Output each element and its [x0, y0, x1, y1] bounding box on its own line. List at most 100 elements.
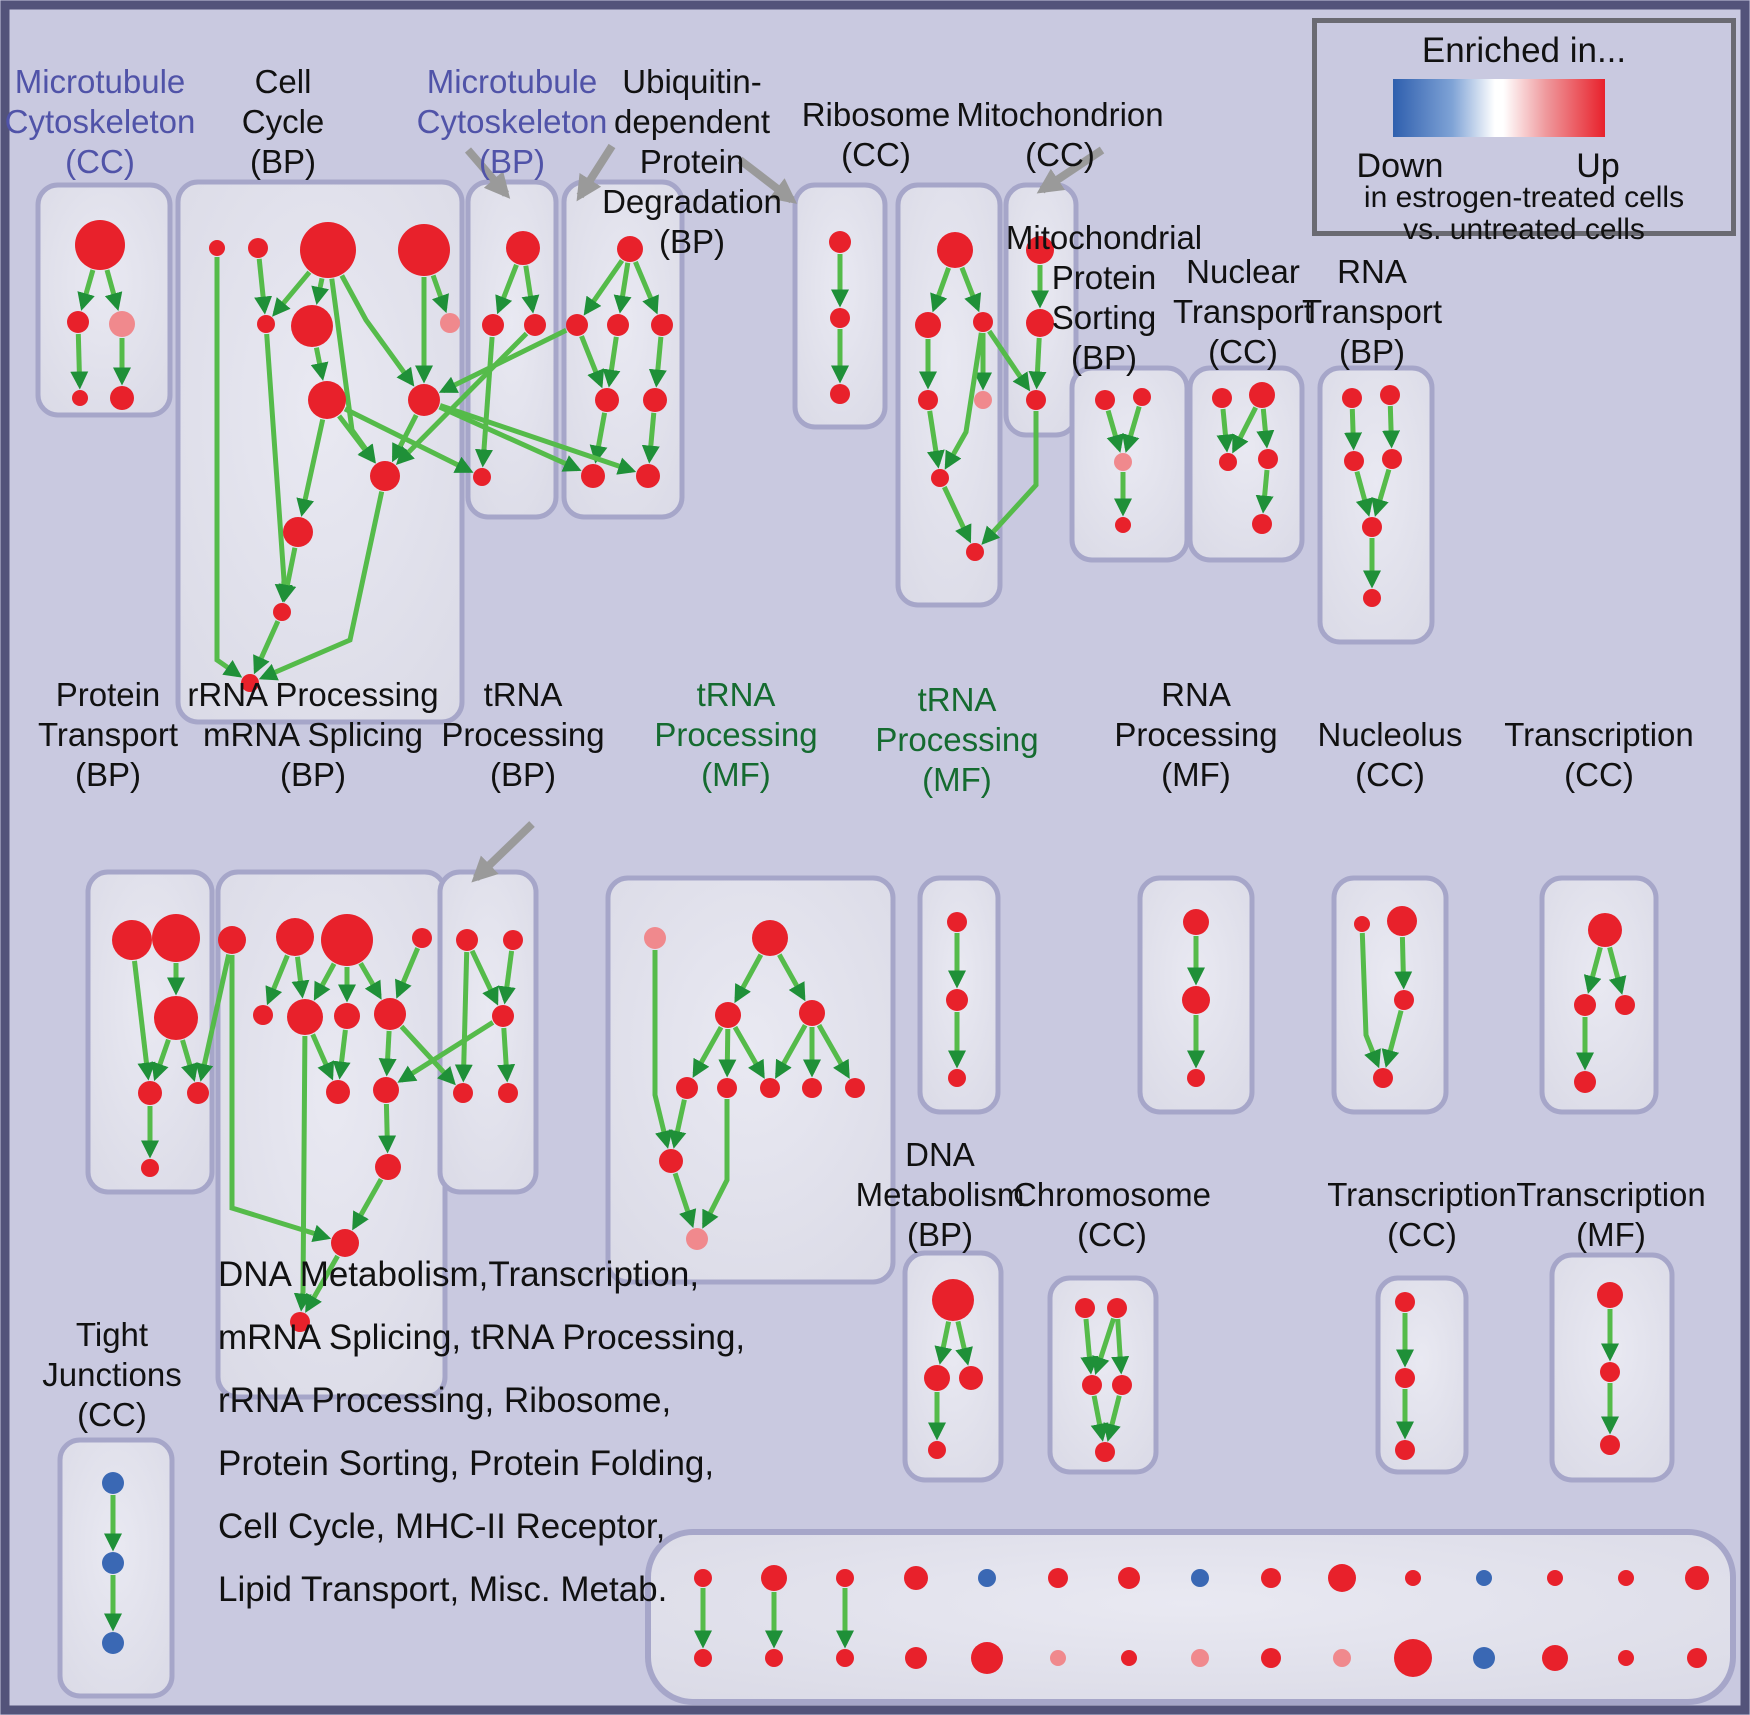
cluster-label-transcription-mf: Transcription (MF)	[1516, 1175, 1706, 1255]
label-line: Ribosome	[801, 96, 951, 133]
edge-arrow	[296, 418, 326, 517]
label-line: Processing	[654, 716, 818, 753]
label-line: Mitochondrial	[1005, 219, 1203, 256]
cluster-label-trna-processing-mf-2: tRNA Processing (MF)	[875, 680, 1038, 800]
go-term-node	[373, 1077, 399, 1103]
edge-arrow	[942, 485, 972, 544]
legend-title: Enriched in...	[1421, 31, 1627, 70]
go-term-node	[1261, 1648, 1281, 1668]
go-term-node	[110, 386, 134, 410]
go-term-node	[1588, 913, 1622, 947]
go-term-node	[1574, 994, 1596, 1016]
go-term-node	[141, 1159, 159, 1177]
go-term-node	[75, 220, 125, 270]
edge-arrow	[77, 269, 96, 311]
edge-arrow	[339, 274, 415, 387]
label-line: Cytoskeleton	[4, 103, 196, 140]
label-line: (MF)	[701, 756, 771, 793]
edges-layer	[70, 254, 1627, 1649]
cluster-label-protein-transport-bp: Protein Transport (BP)	[38, 675, 178, 795]
legend-gradient-bar	[1393, 79, 1605, 137]
label-line: (CC)	[841, 136, 911, 173]
edge-arrow	[602, 336, 621, 388]
go-term-node	[1362, 517, 1382, 537]
label-line: Sorting	[1051, 299, 1157, 336]
go-term-node	[1476, 1570, 1492, 1586]
go-term-node	[290, 1312, 310, 1332]
label-line: (MF)	[1161, 756, 1231, 793]
go-term-node	[924, 1365, 950, 1391]
cluster-label-mitochondrial-protein-sorting-bp: Mitochondrial Protein Sorting (BP)	[1006, 218, 1202, 378]
go-term-node	[440, 313, 460, 333]
go-term-node	[1026, 236, 1054, 264]
go-term-node	[456, 929, 478, 951]
go-term-node	[300, 222, 356, 278]
edge-arrow	[310, 347, 329, 381]
label-line: (BP)	[1070, 339, 1137, 376]
go-term-node	[109, 311, 135, 337]
edge-arrow	[399, 1024, 456, 1086]
label-line: (BP)	[1339, 333, 1405, 370]
label-line: Ubiquitin-	[622, 63, 762, 100]
go-term-node	[453, 1083, 473, 1103]
go-term-node	[1112, 1375, 1132, 1395]
cluster-label-rrna-processing-mrna-splicing-bp: rRNA Processing mRNA Splicing (BP)	[187, 675, 438, 795]
go-term-node	[1618, 1650, 1634, 1666]
go-term-node	[1615, 995, 1635, 1015]
go-term-node	[308, 381, 346, 419]
label-line: tRNA	[917, 681, 997, 718]
edge-arrow	[151, 1038, 171, 1082]
go-term-node	[326, 1080, 350, 1104]
go-term-node	[1395, 1292, 1415, 1312]
edge-arrow	[497, 950, 516, 1005]
go-term-node	[1333, 1649, 1351, 1667]
label-line: Nucleolus	[1317, 716, 1463, 753]
label-line: (CC)	[77, 1396, 147, 1433]
go-term-node	[651, 314, 673, 336]
edge-arrow	[343, 406, 474, 474]
go-term-node	[799, 1000, 825, 1026]
label-line: (CC)	[1025, 136, 1095, 173]
label-line: mRNA Splicing	[202, 716, 424, 753]
go-term-node	[1114, 453, 1132, 471]
legend-subtitle-2: vs. untreated cells	[1403, 213, 1645, 246]
go-term-node	[1261, 1568, 1281, 1588]
edge-arrow	[1381, 1009, 1404, 1068]
go-term-node	[1187, 1069, 1205, 1087]
go-term-node	[334, 1003, 360, 1029]
cluster-label-nuclear-transport-cc: Nuclear Transport (CC)	[1173, 252, 1313, 372]
edge-arrow	[214, 257, 243, 678]
label-line: Chromosome	[1012, 1176, 1212, 1213]
label-line: Microtubule	[14, 63, 186, 100]
go-term-node	[802, 1078, 822, 1098]
go-term-node	[829, 231, 851, 253]
label-line: rRNA Processing	[187, 676, 439, 713]
go-term-node	[331, 1229, 359, 1257]
go-term-node	[1597, 1282, 1623, 1308]
edge-arrow	[1256, 408, 1275, 449]
label-line: Tight	[75, 1316, 149, 1353]
edge-arrow	[358, 962, 382, 1000]
edge-arrow	[1394, 936, 1413, 990]
go-term-node	[830, 384, 850, 404]
edge-arrow	[272, 270, 312, 317]
go-term-node	[636, 464, 660, 488]
go-term-node	[904, 1566, 928, 1590]
legend-box: Enriched in... Down Up in estrogen-treat…	[1312, 18, 1736, 246]
go-term-node	[1095, 1442, 1115, 1462]
misc-categories-text: DNA Metabolism,Transcription, mRNA Splici…	[218, 1243, 745, 1621]
go-term-node	[370, 461, 400, 491]
label-line: (BP)	[906, 1216, 973, 1253]
edge-arrow	[987, 329, 1031, 392]
label-line: Microtubule	[426, 63, 598, 100]
go-term-node	[375, 1154, 401, 1180]
edge-arrow	[1583, 946, 1603, 994]
edge-arrow	[702, 1099, 730, 1229]
cluster-box-cell-cycle	[175, 179, 465, 725]
label-line: Metabolism	[855, 1176, 1025, 1213]
go-term-node	[946, 989, 968, 1011]
go-term-node	[1328, 1564, 1356, 1592]
go-term-node	[374, 998, 406, 1030]
go-term-node	[1394, 1639, 1432, 1677]
edge-arrow	[777, 953, 806, 1002]
